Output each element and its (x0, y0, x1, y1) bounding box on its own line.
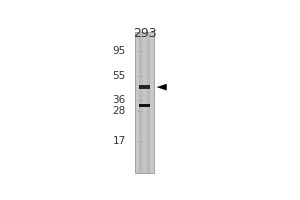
Text: 55: 55 (112, 71, 126, 81)
Bar (135, 32, 154, 173)
Text: 293: 293 (133, 27, 156, 40)
Text: 95: 95 (112, 46, 126, 56)
Bar (139, 32, 150, 173)
Polygon shape (157, 84, 167, 90)
Text: 28: 28 (112, 106, 126, 116)
Text: 17: 17 (112, 136, 126, 146)
Text: 36: 36 (112, 95, 126, 105)
Bar (139, 85, 150, 89)
Bar (139, 104, 150, 107)
